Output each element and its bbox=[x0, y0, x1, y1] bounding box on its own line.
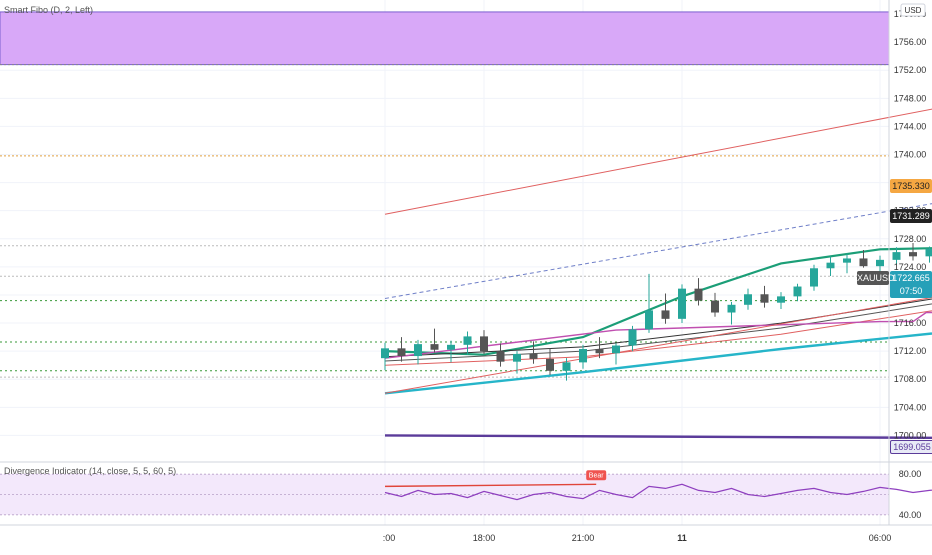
candle-body bbox=[695, 289, 703, 301]
upper-marker-price-label: 1735.330 bbox=[890, 179, 932, 193]
candle-body bbox=[464, 336, 472, 344]
time-tick-label: 18:00 bbox=[473, 533, 496, 543]
rsi-tick-label: 40.00 bbox=[899, 510, 922, 520]
candle-body bbox=[810, 268, 818, 286]
candle-body bbox=[480, 336, 488, 351]
sell-level-price-label: 1731.289 bbox=[890, 209, 932, 223]
candle-body bbox=[893, 252, 901, 260]
candle-body bbox=[414, 344, 422, 356]
price-tick-label: 1752.00 bbox=[894, 65, 927, 75]
candle-body bbox=[447, 345, 455, 350]
time-tick-label: 11 bbox=[677, 533, 687, 543]
price-tick-label: 1704.00 bbox=[894, 402, 927, 412]
countdown-label: 07:50 bbox=[890, 284, 932, 298]
candle-body bbox=[513, 354, 521, 362]
rsi-tick-label: 80.00 bbox=[899, 469, 922, 479]
price-tick-label: 1712.00 bbox=[894, 346, 927, 356]
candle-body bbox=[843, 258, 851, 262]
candle-body bbox=[381, 348, 389, 358]
candle-body bbox=[579, 349, 587, 362]
divergence-label: Divergence Indicator (14, close, 5, 5, 6… bbox=[4, 466, 176, 476]
price-tick-label: 1728.00 bbox=[894, 234, 927, 244]
price-tick-label: 1716.00 bbox=[894, 318, 927, 328]
symbol-tag: XAUUSD bbox=[857, 271, 889, 285]
candle-body bbox=[645, 310, 653, 329]
candle-body bbox=[678, 289, 686, 319]
candle-body bbox=[530, 354, 538, 359]
candle-body bbox=[398, 348, 406, 356]
candle-body bbox=[777, 296, 785, 302]
price-tick-label: 1748.00 bbox=[894, 93, 927, 103]
candle-body bbox=[744, 294, 752, 305]
candle-body bbox=[546, 359, 554, 371]
time-tick-label: 06:00 bbox=[869, 533, 892, 543]
candle-body bbox=[497, 351, 505, 362]
time-tick-label: :00 bbox=[383, 533, 396, 543]
candle-body bbox=[794, 287, 802, 297]
currency-label: USD bbox=[905, 6, 922, 15]
candle-body bbox=[563, 362, 571, 370]
candle-body bbox=[612, 346, 620, 354]
candle-body bbox=[761, 294, 769, 302]
candle-body bbox=[860, 258, 868, 266]
price-tick-label: 1756.00 bbox=[894, 37, 927, 47]
candle-body bbox=[926, 249, 932, 257]
candle-body bbox=[711, 301, 719, 313]
candle-body bbox=[596, 349, 604, 353]
candle-body bbox=[876, 260, 884, 266]
candle-body bbox=[827, 263, 835, 269]
candle-body bbox=[728, 305, 736, 313]
price-tick-label: 1744.00 bbox=[894, 121, 927, 131]
trendline-price-label: 1699.055 bbox=[890, 440, 932, 454]
price-tick-label: 1740.00 bbox=[894, 150, 927, 160]
candle-body bbox=[909, 252, 917, 256]
candle-body bbox=[629, 329, 637, 345]
indicator-label: Smart Fibo (D, 2, Left) bbox=[4, 5, 93, 15]
resistance-zone bbox=[0, 12, 889, 65]
price-tick-label: 1708.00 bbox=[894, 374, 927, 384]
price-tick-label: 1700.00 bbox=[894, 430, 927, 440]
candle-body bbox=[662, 310, 670, 318]
time-tick-label: 21:00 bbox=[572, 533, 595, 543]
bear-label-1: Bear bbox=[589, 473, 604, 480]
candle-body bbox=[431, 344, 439, 350]
last-price-label: 1722.665 bbox=[890, 271, 932, 285]
